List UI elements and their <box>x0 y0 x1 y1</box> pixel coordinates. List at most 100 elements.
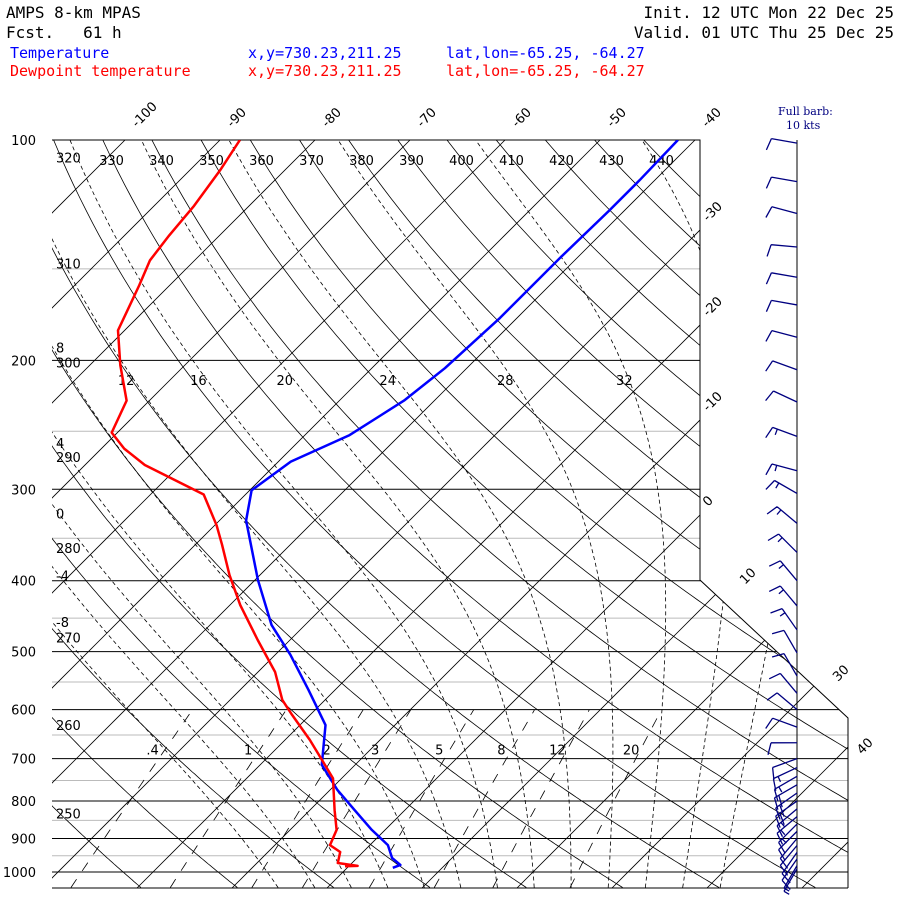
wind-barb <box>765 299 798 312</box>
wind-barb <box>765 479 798 495</box>
wind-barb <box>773 775 798 802</box>
moist-adiabat-line <box>52 140 389 888</box>
wind-barb <box>765 717 798 729</box>
mixing-ratio-label: 2 <box>322 744 330 759</box>
dewpoint-line <box>110 140 359 868</box>
dry-adiabat-label: 430 <box>599 154 624 169</box>
mixing-ratio-label: 5 <box>435 744 443 759</box>
isotherm-line <box>52 140 539 888</box>
dry-adiabat-label: 290 <box>56 451 81 466</box>
isotherm-line <box>52 140 634 888</box>
isotherm-line <box>52 140 729 888</box>
isotherm-label: -90 <box>224 105 250 131</box>
forecast-label: Fcst. 61 h <box>6 24 122 42</box>
mixing-ratio-line <box>70 709 193 888</box>
dry-adiabat-label: 270 <box>56 632 81 647</box>
mixing-ratio-line <box>169 709 287 888</box>
dry-adiabat-line <box>52 140 527 888</box>
pressure-tick-label: 400 <box>11 575 36 590</box>
dry-adiabat-line <box>52 140 431 888</box>
wind-barb <box>773 784 798 810</box>
moist-adiabat-line <box>52 140 352 888</box>
dry-adiabat-line <box>434 140 848 888</box>
dry-adiabat-label: 400 <box>449 154 474 169</box>
wind-barb <box>771 652 798 677</box>
wind-barb <box>766 692 798 711</box>
wind-barb <box>778 830 798 861</box>
moist-adiabat-line <box>337 140 614 888</box>
moist-adiabat-line <box>141 140 535 888</box>
wind-barb <box>766 506 798 524</box>
moist-adiabat-line <box>475 140 667 888</box>
valid-time: Valid. 01 UTC Thu 25 Dec 25 <box>633 23 894 42</box>
wind-barb <box>770 607 798 631</box>
dry-adiabat-line <box>52 140 238 888</box>
mixing-ratio-label: 3 <box>371 744 379 759</box>
moist-adiabat-label: 20 <box>276 374 293 389</box>
dry-adiabat-label: 410 <box>499 154 524 169</box>
chart-background-lines <box>52 140 848 888</box>
pressure-tick-label: 700 <box>11 753 36 768</box>
dry-adiabat-line <box>192 140 848 888</box>
wind-barb <box>765 329 798 342</box>
moist-adiabat-label: 4 <box>56 437 64 452</box>
moist-adiabat-label: 16 <box>190 374 207 389</box>
wind-barb <box>771 629 798 654</box>
isotherm-line <box>597 140 848 888</box>
mixing-ratio-label: 20 <box>623 744 640 759</box>
moist-adiabat-label: 24 <box>379 374 396 389</box>
plot-frame <box>52 139 849 888</box>
dry-adiabat-label: 300 <box>56 357 81 372</box>
moist-adiabat-line <box>719 140 819 888</box>
isotherm-line <box>217 140 848 888</box>
mixing-ratio-label: 12 <box>549 744 566 759</box>
moist-adiabat-label: 12 <box>118 374 135 389</box>
isotherm-label: 30 <box>830 663 852 685</box>
dry-adiabat-label: 360 <box>249 154 274 169</box>
dry-adiabat-label: 420 <box>549 154 574 169</box>
moist-adiabat-label: 8 <box>56 341 64 356</box>
wind-barb <box>765 176 798 189</box>
moist-adiabat-line <box>228 140 572 888</box>
dry-adiabat-label: 350 <box>199 154 224 169</box>
mixing-ratio-line <box>369 709 475 888</box>
wind-barb <box>765 463 798 476</box>
dry-adiabat-line <box>52 140 142 888</box>
legend-dewpoint-latlon: lat,lon=-65.25, -64.27 <box>446 62 645 80</box>
dry-adiabat-label: 250 <box>56 807 81 822</box>
moist-adiabat-label: -8 <box>56 616 69 631</box>
isotherm-label: -20 <box>700 294 726 320</box>
isotherm-line <box>502 140 848 888</box>
moist-adiabat-label: 32 <box>616 374 633 389</box>
wind-barb <box>766 244 798 257</box>
dry-adiabat-label: 390 <box>399 154 424 169</box>
isotherm-label: -50 <box>604 105 630 131</box>
pressure-tick-label: 900 <box>11 833 36 848</box>
legend-dewpoint: Dewpoint temperature <box>10 62 191 80</box>
chart-series <box>110 140 679 869</box>
dry-adiabat-line <box>143 140 848 888</box>
isotherm-label: 0 <box>700 493 716 509</box>
wind-barb <box>767 742 798 755</box>
wind-barb <box>783 868 798 895</box>
wind-barb <box>765 360 798 372</box>
dry-adiabat-line <box>52 140 720 888</box>
pressure-tick-label: 500 <box>11 646 36 661</box>
dry-adiabat-label: 370 <box>299 154 324 169</box>
moist-adiabat-line <box>69 140 498 888</box>
legend-temperature: Temperature <box>10 44 110 62</box>
isotherm-line <box>692 140 848 888</box>
isotherm-label: 40 <box>854 736 876 758</box>
dry-adiabat-label: 310 <box>56 258 81 273</box>
isotherm-label: -40 <box>699 105 725 131</box>
mixing-ratio-line <box>433 709 535 888</box>
wind-barb <box>768 672 798 694</box>
dry-adiabat-label: 380 <box>349 154 374 169</box>
pressure-tick-label: 100 <box>11 134 36 149</box>
isotherm-label: -100 <box>129 99 160 130</box>
dry-adiabat-line <box>288 140 848 888</box>
wind-barb <box>771 758 798 780</box>
legend-temperature-latlon: lat,lon=-65.25, -64.27 <box>446 44 645 62</box>
dry-adiabat-line <box>52 140 816 888</box>
